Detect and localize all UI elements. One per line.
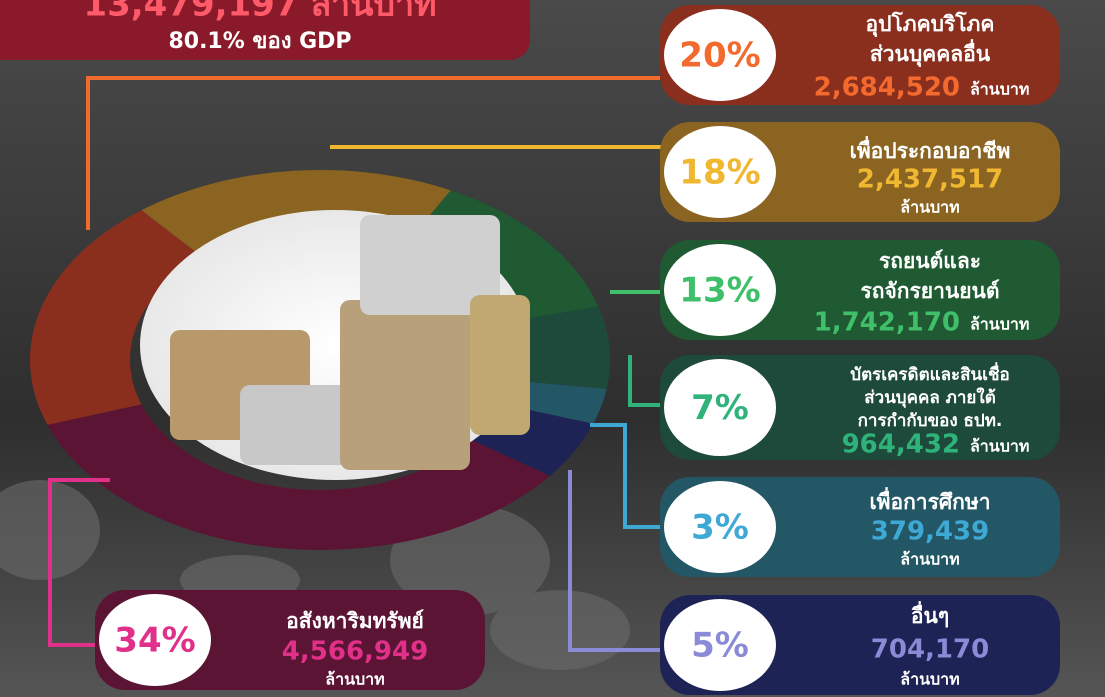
title-box	[0, 0, 530, 60]
amount-label: 964,432	[842, 430, 960, 460]
unit-label: ล้านบาท	[970, 80, 1029, 99]
percent-circle	[664, 126, 776, 218]
percent-label: 13%	[679, 271, 760, 311]
card: 5% อื่นๆ 704,170 ล้านบาท	[660, 595, 1060, 695]
card: 18% เพื่อประกอบอาชีพ2,437,517 ล้านบาท	[660, 122, 1060, 222]
unit-label: ล้านบาท	[900, 670, 959, 689]
amount-label: 2,437,517	[857, 165, 1003, 195]
percent-label: 20%	[679, 36, 760, 76]
amount-label: 4,566,949	[282, 637, 428, 667]
amount-label: 704,170	[871, 635, 989, 665]
category-label: รถยนต์และ	[879, 249, 981, 273]
percent-label: 34%	[114, 621, 195, 661]
subtitle: 80.1% ของ GDP	[168, 29, 351, 54]
category-label: ส่วนบุคคล ภายใต้	[864, 387, 995, 408]
percent-circle	[664, 599, 776, 691]
amount-label: 1,742,170	[814, 308, 960, 338]
percent-circle	[664, 481, 776, 573]
amount-label: 2,684,520	[814, 73, 960, 103]
unit-label: ล้านบาท	[900, 550, 959, 569]
title: 13,479,197 ล้านบาท	[83, 0, 436, 25]
slice	[47, 404, 550, 550]
category-label: อุปโภคบริโภค	[866, 11, 995, 38]
unit-label: ล้านบาท	[970, 437, 1029, 456]
slice	[29, 210, 204, 425]
percent-label: 7%	[691, 388, 749, 428]
amount-label: 379,439	[871, 517, 989, 547]
category-label: เพื่อการศึกษา	[869, 486, 990, 514]
category-label: บัตรเครดิตและสินเชื่อ	[850, 362, 1009, 385]
percent-label: 3%	[691, 508, 749, 548]
card: 34% อสังหาริมทรัพย์ 4,566,949 ล้านบาท	[95, 590, 485, 690]
category-label: ส่วนบุคคลอื่น	[870, 38, 991, 68]
percent-circle	[99, 594, 211, 686]
card: 3% เพื่อการศึกษา 379,439 ล้านบาท	[660, 477, 1060, 577]
category-label: เพื่อประกอบอาชีพ	[850, 135, 1011, 163]
category-label: รถจักรยานยนต์	[860, 279, 999, 303]
category-label: อื่นๆ	[911, 600, 949, 628]
percent-label: 18%	[679, 153, 760, 193]
percent-circle	[664, 244, 776, 336]
percent-label: 5%	[691, 626, 749, 666]
category-label: การกำกับของ ธปท.	[858, 411, 1003, 431]
percent-circle	[664, 9, 776, 101]
unit-label: ล้านบาท	[900, 198, 959, 217]
coin-stacks	[170, 215, 530, 470]
category-label: อสังหาริมทรัพย์	[286, 609, 424, 633]
card: 7% บัตรเครดิตและสินเชื่อส่วนบุคคล ภายใต้ก…	[660, 355, 1060, 460]
unit-label: ล้านบาท	[325, 670, 384, 689]
connectors	[48, 76, 665, 652]
percent-circle	[664, 359, 776, 456]
unit-label: ล้านบาท	[970, 315, 1029, 334]
